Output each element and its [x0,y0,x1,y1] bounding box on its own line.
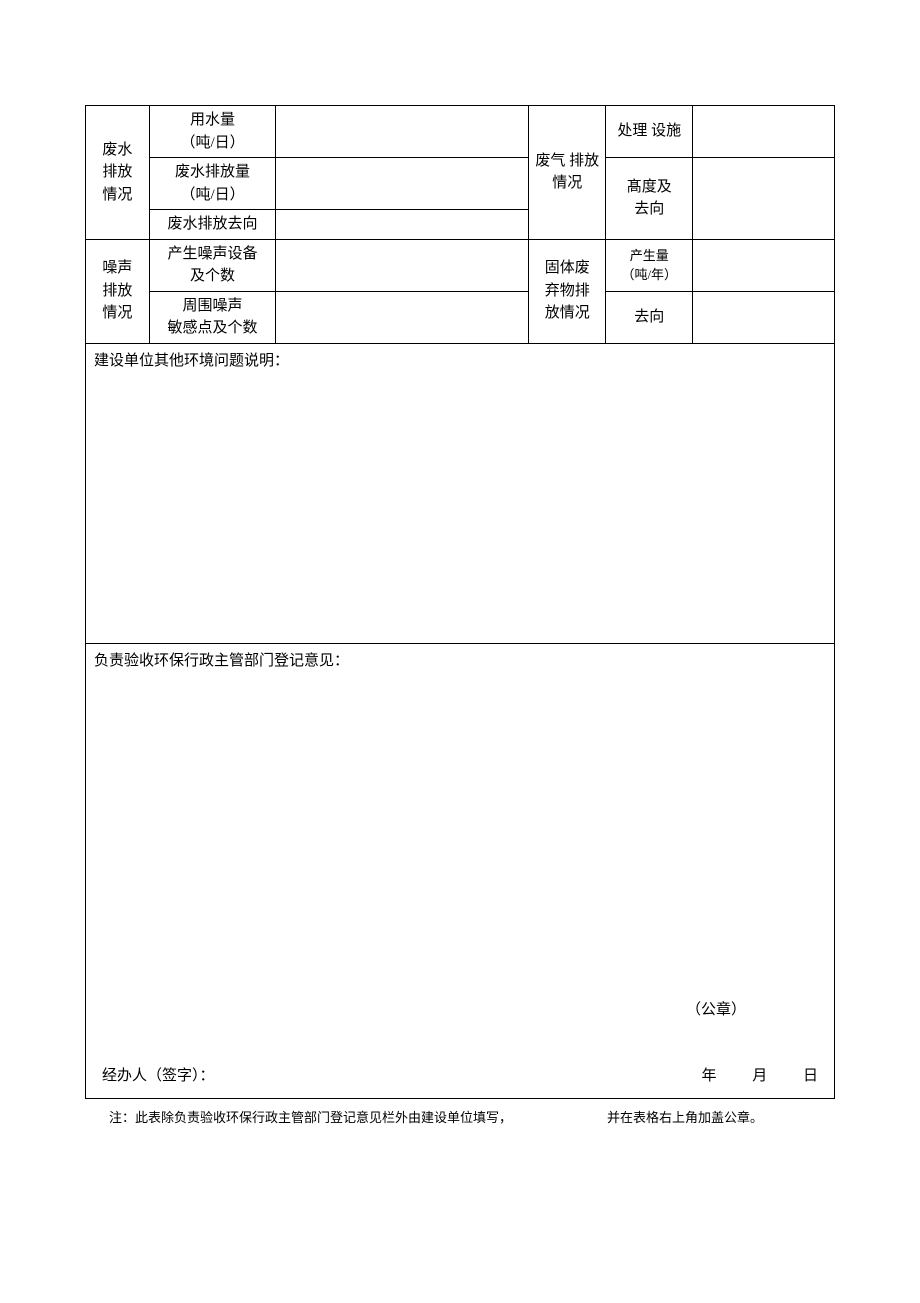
solid-direction-value[interactable] [693,291,835,343]
noise-group-label: 噪声排放情况 [86,239,150,343]
seal-label: （公章） [686,999,746,1022]
gas-facility-label: 处理 设施 [606,106,693,158]
date-month: 月 [752,1065,767,1088]
gas-group-label: 废气 排放情况 [529,106,606,240]
opinion-title: 负责验收环保行政主管部门登记意见： [94,653,349,669]
date-day: 日 [803,1065,818,1088]
footnote: 注：此表除负责验收环保行政主管部门登记意见栏外由建设单位填写， 并在表格右上角加… [85,1107,835,1126]
wastewater-discharge-label: 废水排放量（吨/日） [149,158,276,210]
solid-direction-label: 去向 [606,291,693,343]
gas-height-value[interactable] [693,158,835,240]
wastewater-group-label: 废水排放情况 [86,106,150,240]
noise-equipment-value[interactable] [276,239,529,291]
other-issues-title: 建设单位其他环境问题说明： [94,353,289,369]
solid-output-label: 产生量（吨/年） [606,239,693,291]
noise-sensitive-value[interactable] [276,291,529,343]
solid-group-label: 固体废弃物排放情况 [529,239,606,343]
noise-sensitive-label: 周围噪声敏感点及个数 [149,291,276,343]
signer-label: 经办人（签字）： [102,1065,215,1088]
gas-facility-value[interactable] [693,106,835,158]
water-usage-label: 用水量（吨/日） [149,106,276,158]
date-year: 年 [701,1065,716,1088]
opinion-cell[interactable]: 负责验收环保行政主管部门登记意见： （公章） 经办人（签字）： 年 月 日 [86,643,835,1098]
other-issues-cell[interactable]: 建设单位其他环境问题说明： [86,343,835,643]
date-line: 年 月 日 [669,1065,818,1088]
wastewater-discharge-value[interactable] [276,158,529,210]
water-usage-value[interactable] [276,106,529,158]
wastewater-direction-label: 废水排放去向 [149,210,276,240]
gas-height-label: 髙度及去向 [606,158,693,240]
footnote-part2: 并在表格右上角加盖公章。 [607,1107,763,1126]
form-table: 废水排放情况 用水量（吨/日） 废气 排放情况 处理 设施 废水排放量（吨/日）… [85,105,835,1099]
wastewater-direction-value[interactable] [276,210,529,240]
solid-output-value[interactable] [693,239,835,291]
footnote-part1: 注：此表除负责验收环保行政主管部门登记意见栏外由建设单位填写， [109,1107,512,1126]
noise-equipment-label: 产生噪声设备及个数 [149,239,276,291]
